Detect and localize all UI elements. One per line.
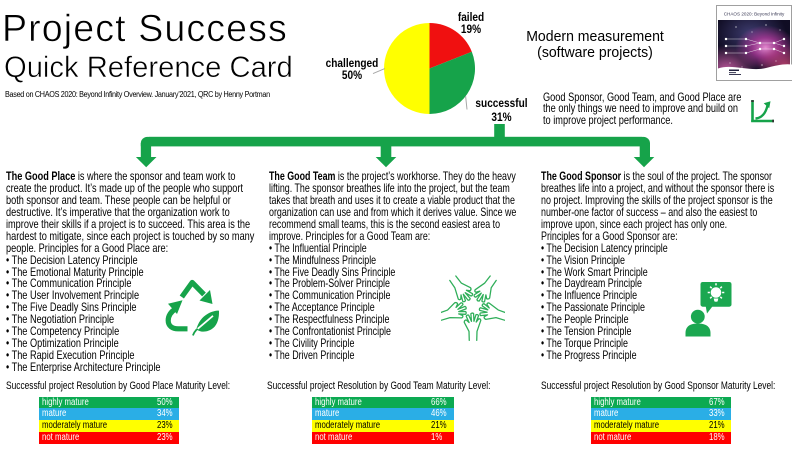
svg-text:CHAOS 2020: Beyond Infinity: CHAOS 2020: Beyond Infinity	[724, 12, 785, 17]
